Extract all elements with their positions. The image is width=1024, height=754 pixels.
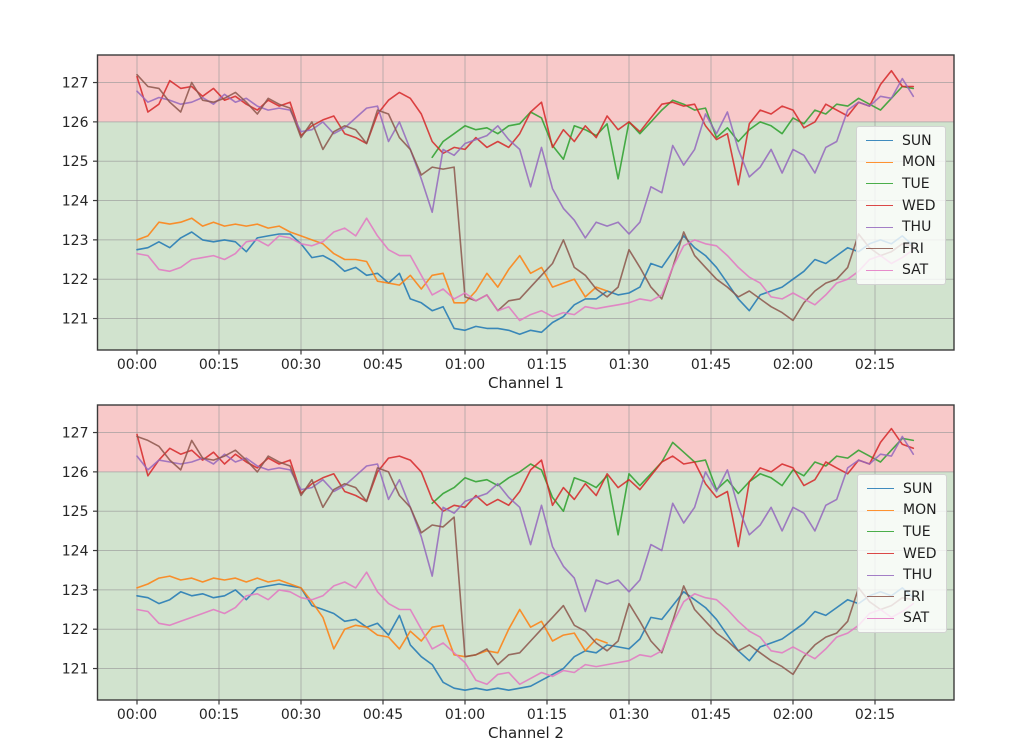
legend-line-sample xyxy=(867,531,894,533)
legend-line-sample xyxy=(867,488,894,490)
band-upper-alert-band xyxy=(97,55,954,122)
y-tick-label: 125 xyxy=(62,504,89,520)
legend-line-sample xyxy=(866,140,893,142)
legend-label: MON xyxy=(902,154,936,171)
x-tick-label: 00:45 xyxy=(363,707,403,723)
series-line-tue xyxy=(431,437,915,536)
legend-label: WED xyxy=(902,197,936,214)
series-line-thu xyxy=(136,77,915,239)
legend-label: WED xyxy=(903,545,937,562)
legend-entry-thu: THU xyxy=(858,564,946,586)
y-tick-label: 126 xyxy=(62,465,89,481)
legend-entry-sat: SAT xyxy=(858,608,946,630)
legend-entry-wed: WED xyxy=(857,195,945,217)
band-lower-normal-band xyxy=(97,121,954,350)
y-tick-label: 122 xyxy=(62,272,89,288)
x-tick-label: 01:15 xyxy=(527,357,567,373)
x-tick-label: 02:15 xyxy=(855,707,895,723)
x-tick-label: 02:15 xyxy=(855,357,895,373)
y-tick-label: 124 xyxy=(62,194,89,210)
legend-label: TUE xyxy=(902,175,930,192)
x-tick-label: 00:00 xyxy=(117,707,157,723)
y-tick-label: 122 xyxy=(62,622,89,638)
legend-label: SAT xyxy=(903,610,930,627)
x-tick-label: 00:15 xyxy=(199,357,239,373)
series-line-sat xyxy=(136,571,915,686)
legend-label: MON xyxy=(903,502,937,519)
legend-entry-mon: MON xyxy=(857,152,945,174)
series-line-mon xyxy=(136,217,608,304)
y-tick-label: 121 xyxy=(62,312,89,328)
x-tick-label: 00:45 xyxy=(363,357,403,373)
x-tick-label: 02:00 xyxy=(773,707,813,723)
legend-label: FRI xyxy=(902,240,924,257)
series-line-sat xyxy=(136,217,915,322)
y-tick-label: 123 xyxy=(62,583,89,599)
x-tick-label: 02:00 xyxy=(773,357,813,373)
legend-channel-2: SUN MON TUE WED THU FRI SAT xyxy=(857,474,947,634)
legend-entry-wed: WED xyxy=(858,543,946,565)
legend-line-sample xyxy=(866,269,893,271)
x-tick-label: 01:30 xyxy=(609,707,649,723)
legend-entry-mon: MON xyxy=(858,500,946,522)
axes-border xyxy=(96,404,955,701)
legend-label: THU xyxy=(902,219,932,236)
legend-line-sample xyxy=(867,617,894,619)
legend-line-sample xyxy=(866,226,893,228)
legend-line-sample xyxy=(866,248,893,250)
series-line-mon xyxy=(136,575,608,658)
legend-label: THU xyxy=(903,567,933,584)
xlabel-channel-1: Channel 1 xyxy=(488,374,564,392)
y-tick-label: 127 xyxy=(62,76,89,92)
legend-entry-thu: THU xyxy=(857,216,945,238)
y-tick-label: 126 xyxy=(62,115,89,131)
x-tick-label: 01:15 xyxy=(527,707,567,723)
legend-line-sample xyxy=(867,596,894,598)
legend-entry-sun: SUN xyxy=(857,130,945,152)
legend-label: FRI xyxy=(903,588,925,605)
x-tick-label: 00:00 xyxy=(117,357,157,373)
legend-line-sample xyxy=(867,574,894,576)
legend-entry-sat: SAT xyxy=(857,260,945,282)
legend-entry-fri: FRI xyxy=(857,238,945,260)
legend-entry-tue: TUE xyxy=(858,521,946,543)
legend-channel-1: SUN MON TUE WED THU FRI SAT xyxy=(856,126,946,286)
y-tick-label: 127 xyxy=(62,426,89,442)
series-line-fri xyxy=(136,435,915,676)
x-tick-label: 00:30 xyxy=(281,357,321,373)
x-tick-label: 01:45 xyxy=(691,357,731,373)
legend-label: SUN xyxy=(902,132,932,149)
legend-entry-tue: TUE xyxy=(857,173,945,195)
y-tick-label: 125 xyxy=(62,154,89,170)
series-line-sun xyxy=(136,583,915,692)
series-line-sun xyxy=(136,231,915,336)
x-tick-label: 01:00 xyxy=(445,707,485,723)
legend-line-sample xyxy=(866,183,893,185)
legend-label: TUE xyxy=(903,523,931,540)
legend-entry-fri: FRI xyxy=(858,586,946,608)
legend-entry-sun: SUN xyxy=(858,478,946,500)
axes-border xyxy=(96,54,955,351)
series-line-thu xyxy=(136,435,915,613)
legend-line-sample xyxy=(866,161,893,163)
x-tick-label: 00:30 xyxy=(281,707,321,723)
band-lower-normal-band xyxy=(97,471,954,700)
x-tick-label: 01:00 xyxy=(445,357,485,373)
legend-label: SUN xyxy=(903,480,933,497)
y-tick-label: 123 xyxy=(62,233,89,249)
x-tick-label: 01:45 xyxy=(691,707,731,723)
x-tick-label: 01:30 xyxy=(609,357,649,373)
legend-label: SAT xyxy=(902,262,929,279)
x-tick-label: 00:15 xyxy=(199,707,239,723)
series-line-fri xyxy=(136,73,915,322)
legend-line-sample xyxy=(867,509,894,511)
legend-line-sample xyxy=(867,553,894,555)
legend-line-sample xyxy=(866,205,893,207)
y-tick-label: 124 xyxy=(62,544,89,560)
y-tick-label: 121 xyxy=(62,662,89,678)
xlabel-channel-2: Channel 2 xyxy=(488,724,564,742)
